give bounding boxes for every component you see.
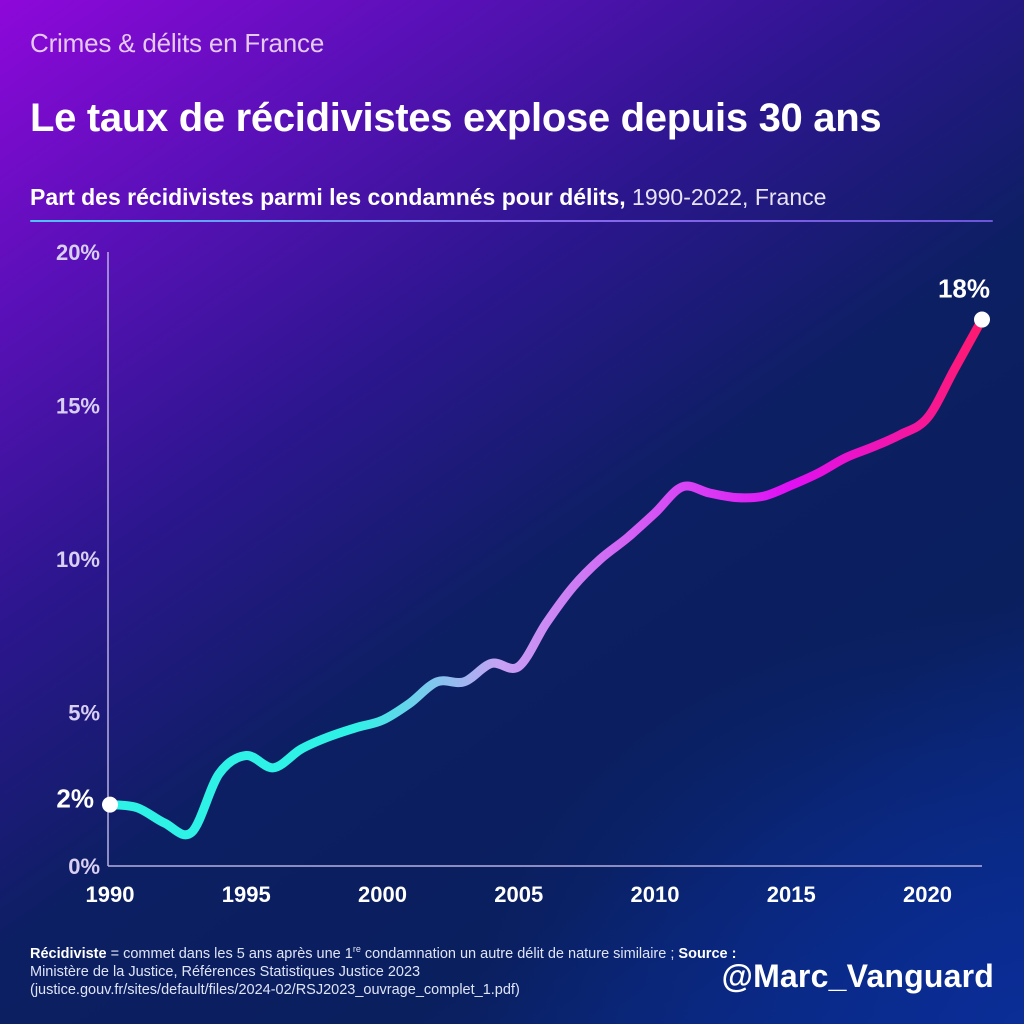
x-tick-label: 2010 xyxy=(631,882,680,907)
footnote: Récidiviste = commet dans les 5 ans aprè… xyxy=(30,940,990,999)
x-tick-label: 2020 xyxy=(903,882,952,907)
source-line-2: (justice.gouv.fr/sites/default/files/202… xyxy=(30,981,520,998)
x-tick-label: 2015 xyxy=(767,882,816,907)
chart-headline: Le taux de récidivistes explose depuis 3… xyxy=(30,96,882,140)
subtitle-rule xyxy=(30,220,993,222)
series-line xyxy=(105,315,987,840)
x-tick-label: 2000 xyxy=(358,882,407,907)
author-handle: @Marc_Vanguard xyxy=(721,958,994,994)
x-tick-label: 2005 xyxy=(494,882,543,907)
subtitle-bold: Part des récidivistes parmi les condamné… xyxy=(30,184,626,210)
axes xyxy=(107,252,982,867)
x-axis-ticks: 1990 1995 2000 2005 2010 2015 2020 xyxy=(86,882,952,907)
endpoint-marker xyxy=(974,311,990,328)
source-label: Source : xyxy=(678,945,737,962)
annotations: 2% 18% xyxy=(56,274,990,814)
endpoint-marker xyxy=(102,796,118,813)
source-line-1: Ministère de la Justice, Références Stat… xyxy=(30,963,421,980)
y-tick-label: 0% xyxy=(68,854,100,879)
data-label: 2% xyxy=(56,784,94,814)
kicker: Crimes & délits en France xyxy=(30,28,325,58)
y-tick-label: 5% xyxy=(68,701,100,726)
chart-subtitle: Part des récidivistes parmi les condamné… xyxy=(30,184,826,211)
definition-text-2: condamnation un autre délit de nature si… xyxy=(360,945,679,962)
y-axis-ticks: 0% 5% 10% 15% 20% xyxy=(56,240,100,879)
y-tick-label: 20% xyxy=(56,240,100,265)
definition-term: Récidiviste xyxy=(30,945,107,962)
subtitle-light: 1990-2022, France xyxy=(625,184,827,210)
y-tick-label: 15% xyxy=(56,394,100,419)
x-tick-label: 1995 xyxy=(222,882,271,907)
y-tick-label: 10% xyxy=(56,547,100,572)
data-label: 18% xyxy=(938,274,990,304)
definition-sup: re xyxy=(352,944,361,954)
x-tick-label: 1990 xyxy=(86,882,135,907)
definition-text-1: = commet dans les 5 ans après une 1 xyxy=(106,945,353,962)
